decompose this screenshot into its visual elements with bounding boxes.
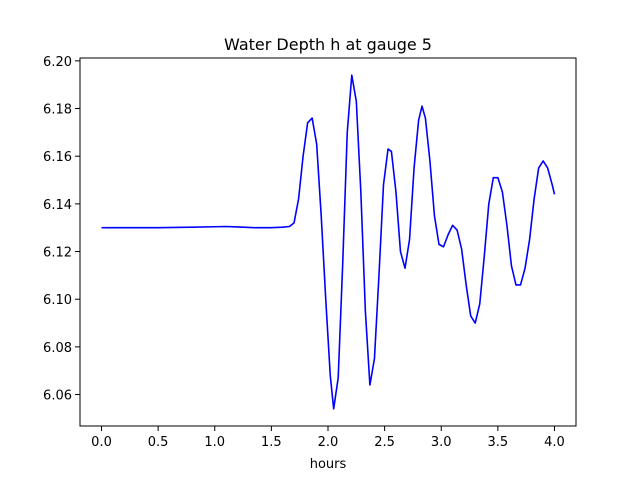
y-tick-label: 6.20 xyxy=(43,55,72,70)
x-tick-label: 3.0 xyxy=(431,435,452,450)
x-tick-label: 2.5 xyxy=(374,435,395,450)
y-tick-label: 6.18 xyxy=(43,103,72,118)
y-tick-label: 6.12 xyxy=(43,246,72,261)
x-tick-label: 3.5 xyxy=(488,435,509,450)
y-tick-label: 6.08 xyxy=(43,341,72,356)
x-tick-label: 1.5 xyxy=(261,435,282,450)
x-axis-label: hours xyxy=(310,457,347,472)
x-tick-label: 0.0 xyxy=(91,435,112,450)
y-axis: 6.06 6.08 6.10 6.12 6.14 6.16 6.18 6.20 xyxy=(43,55,80,404)
x-axis: 0.0 0.5 1.0 1.5 2.0 2.5 3.0 3.5 4.0 xyxy=(91,426,565,450)
y-tick-label: 6.06 xyxy=(43,389,72,404)
y-tick-label: 6.14 xyxy=(43,198,72,213)
chart-title: Water Depth h at gauge 5 xyxy=(224,35,432,54)
x-tick-label: 0.5 xyxy=(148,435,169,450)
series-line-0 xyxy=(101,74,556,410)
y-tick-label: 6.16 xyxy=(43,150,72,165)
y-tick-label: 6.10 xyxy=(43,293,72,308)
x-tick-label: 4.0 xyxy=(544,435,565,450)
x-tick-label: 1.0 xyxy=(204,435,225,450)
x-tick-label: 2.0 xyxy=(318,435,339,450)
